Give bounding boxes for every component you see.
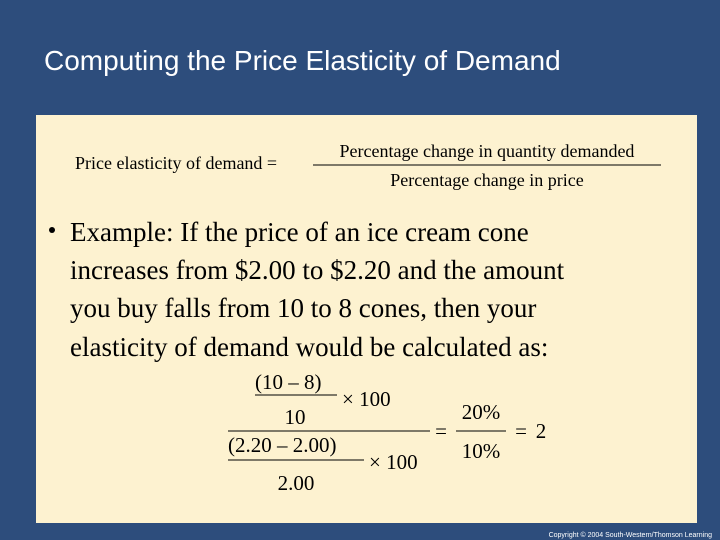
calc-term: 20%	[462, 400, 501, 424]
calc-term: × 100	[369, 450, 418, 474]
calc-term: 10	[285, 405, 306, 429]
formula-denominator: Percentage change in price	[390, 170, 583, 190]
calc-term: 2.00	[278, 471, 315, 495]
calc-term: 10%	[462, 439, 501, 463]
bullet-line: you buy falls from 10 to 8 cones, then y…	[70, 293, 536, 323]
slide-title: Computing the Price Elasticity of Demand	[44, 45, 561, 76]
equals-sign: =	[435, 419, 447, 443]
calc-result: 2	[536, 419, 547, 443]
calc-term: (2.20 – 2.00)	[228, 433, 337, 457]
calc-term: (10 – 8)	[255, 370, 322, 394]
formula-numerator: Percentage change in quantity demanded	[340, 141, 635, 161]
copyright: Copyright © 2004 South-Western/Thomson L…	[549, 531, 713, 539]
formula-lhs: Price elasticity of demand =	[75, 153, 277, 173]
bullet-line: Example: If the price of an ice cream co…	[70, 217, 529, 247]
content-box	[36, 115, 697, 523]
bullet-line: elasticity of demand would be calculated…	[70, 332, 548, 362]
calc-term: × 100	[342, 387, 391, 411]
bullet-line: increases from $2.00 to $2.20 and the am…	[70, 255, 565, 285]
bullet-dot	[49, 227, 55, 233]
equals-sign: =	[515, 419, 527, 443]
